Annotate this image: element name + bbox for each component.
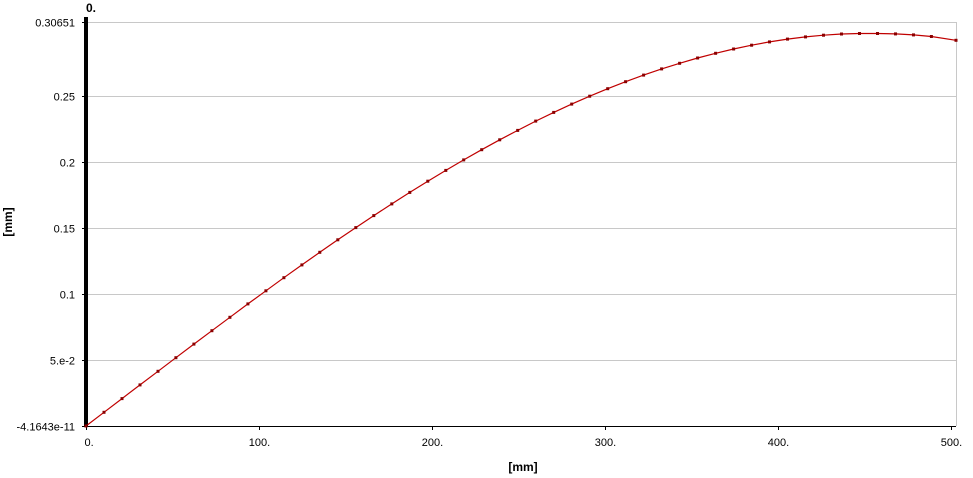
data-point (426, 179, 430, 183)
y-tick-label: 0.25 (54, 92, 75, 104)
data-point (570, 102, 574, 106)
data-point (678, 61, 682, 65)
axes (84, 17, 956, 427)
data-point (786, 37, 789, 41)
data-point (750, 43, 754, 47)
data-point (480, 148, 484, 152)
data-point (732, 47, 736, 51)
top-axis-marker: 0. (86, 1, 96, 15)
y-tick-label: 0.2 (60, 158, 75, 170)
data-point (768, 40, 771, 44)
x-tick-label: 300. (595, 437, 616, 449)
data-point (156, 369, 160, 373)
data-point (876, 32, 879, 35)
data-point (858, 32, 861, 35)
data-point (462, 158, 466, 162)
y-tick-label: 0.1 (60, 290, 75, 302)
x-tick-label: 0. (85, 437, 94, 449)
data-point (390, 202, 394, 206)
x-tick-label: 200. (422, 437, 443, 449)
data-point (894, 32, 897, 36)
x-axis-title: [mm] (508, 460, 537, 474)
data-point (318, 250, 322, 254)
y-tick-label: 0.15 (54, 224, 75, 236)
data-point (354, 226, 358, 230)
x-tick-label: 400. (768, 437, 789, 449)
data-point (300, 263, 304, 267)
data-point (804, 35, 807, 39)
data-point (606, 87, 610, 91)
data-point (102, 410, 106, 414)
data-point (660, 67, 664, 71)
data-point (444, 168, 448, 172)
data-point (264, 289, 268, 293)
data-point (822, 33, 825, 37)
grid-lines (86, 22, 957, 427)
data-point (516, 128, 520, 132)
data-point (696, 56, 700, 60)
data-point (408, 190, 412, 194)
data-point (552, 110, 556, 114)
series-deformation (84, 32, 958, 428)
data-point (174, 356, 178, 360)
x-tick-label: 500. (941, 437, 962, 449)
data-point (372, 214, 376, 218)
y-tick-label: 5.e-2 (50, 356, 75, 368)
data-point (282, 276, 286, 280)
data-point (588, 94, 592, 98)
data-point (228, 315, 232, 319)
data-point (642, 73, 646, 77)
data-point (624, 80, 628, 84)
data-point (954, 38, 958, 42)
data-point (929, 35, 933, 38)
tick-labels: -4.1643e-11 5.e-2 0.1 0.15 0.2 0.25 0.30651 0. 1… (16, 18, 962, 450)
data-point (336, 238, 340, 242)
series-line (85, 32, 957, 427)
data-point (192, 342, 196, 346)
data-point (210, 329, 214, 333)
data-point (246, 302, 250, 306)
data-point (138, 383, 142, 387)
data-point (534, 119, 538, 123)
y-axis-title: [mm] (1, 207, 15, 236)
x-tick-label: 100. (249, 437, 270, 449)
y-tick-label: 0.30651 (35, 18, 75, 30)
data-point (714, 51, 718, 55)
data-point (840, 32, 843, 36)
data-point (498, 138, 502, 142)
data-point (912, 33, 915, 37)
y-tick-label: -4.1643e-11 (16, 422, 75, 434)
data-point (120, 397, 124, 401)
data-point (84, 424, 88, 428)
